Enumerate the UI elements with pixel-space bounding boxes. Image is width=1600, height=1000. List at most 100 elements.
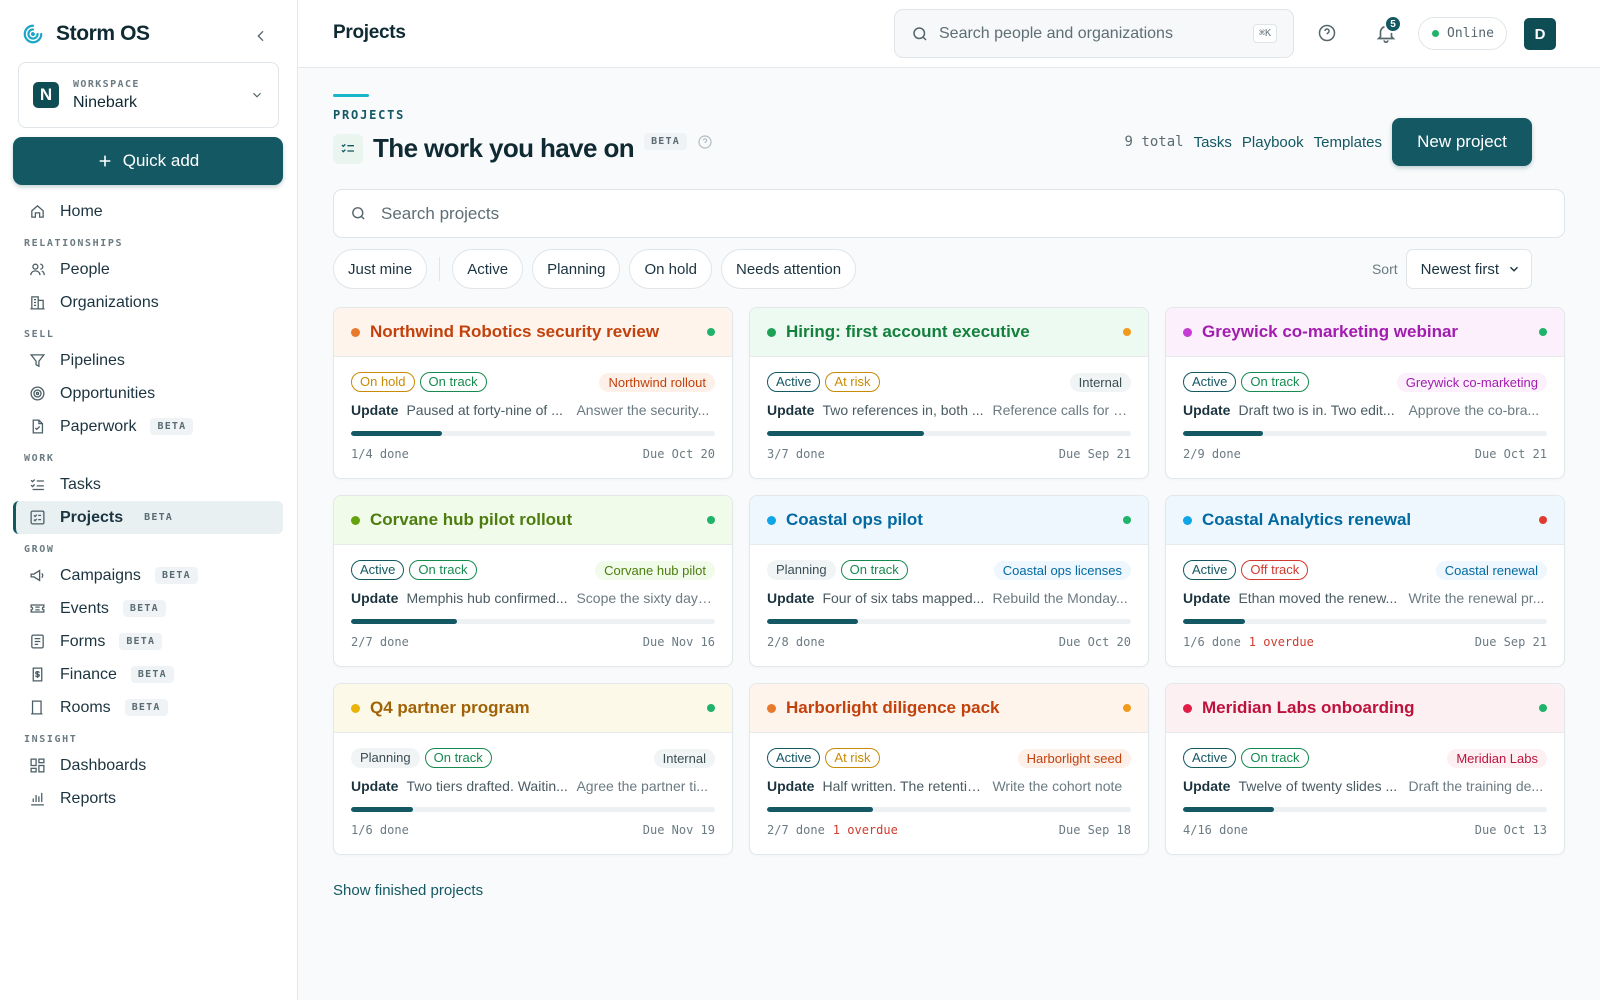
filter-needs-attention[interactable]: Needs attention — [721, 249, 857, 289]
storm-logo-icon — [22, 23, 44, 45]
project-card[interactable]: Hiring: first account executive Active A… — [749, 307, 1149, 479]
beta-badge: BETA — [644, 133, 687, 150]
quick-add-button[interactable]: Quick add — [13, 137, 283, 185]
project-card[interactable]: Coastal Analytics renewal Active Off tra… — [1165, 495, 1565, 667]
progress-fill — [1183, 431, 1264, 436]
next-step: Approve the co-bra... — [1408, 402, 1540, 418]
card-header: Corvane hub pilot rollout — [334, 496, 732, 545]
project-card[interactable]: Greywick co-marketing webinar Active On … — [1165, 307, 1565, 479]
project-card[interactable]: Northwind Robotics security review On ho… — [333, 307, 733, 479]
project-card[interactable]: Corvane hub pilot rollout Active On trac… — [333, 495, 733, 667]
sidebar-item-finance[interactable]: Finance BETA — [13, 658, 283, 691]
latest-update: Half written. The retentio... — [822, 778, 985, 794]
sidebar-item-tasks[interactable]: Tasks — [13, 468, 283, 501]
show-finished-link[interactable]: Show finished projects — [333, 882, 484, 899]
progress-fill — [767, 807, 873, 812]
filter-active[interactable]: Active — [452, 249, 524, 289]
project-title[interactable]: Coastal ops pilot — [786, 510, 923, 529]
sidebar-item-rooms[interactable]: Rooms BETA — [13, 691, 283, 724]
latest-update: Two references in, both ... — [822, 402, 984, 418]
app-name: Storm OS — [56, 22, 150, 45]
health-badge: On track — [424, 748, 492, 768]
project-title[interactable]: Greywick co-marketing webinar — [1202, 322, 1459, 341]
workspace-name: Ninebark — [73, 93, 138, 111]
project-tag[interactable]: Coastal renewal — [1435, 560, 1547, 580]
help-button[interactable] — [1317, 23, 1337, 43]
health-badge: On track — [1241, 372, 1309, 392]
sidebar-item-pipelines[interactable]: Pipelines — [13, 344, 283, 377]
collapse-sidebar-button[interactable] — [250, 25, 272, 47]
progress-fill — [767, 431, 924, 436]
sidebar-item-paperwork[interactable]: Paperwork BETA — [13, 410, 283, 443]
page-heading: The work you have on — [373, 133, 635, 163]
project-card[interactable]: Coastal ops pilot Planning On track Coas… — [749, 495, 1149, 667]
sidebar-item-reports[interactable]: Reports — [13, 782, 283, 815]
sidebar-item-home[interactable]: Home — [13, 195, 283, 228]
sidebar-item-label: Projects — [60, 508, 124, 526]
project-tag[interactable]: Harborlight seed — [1017, 748, 1131, 768]
project-tag[interactable]: Northwind rollout — [599, 372, 715, 392]
workspace-switcher[interactable]: N WORKSPACE Ninebark — [18, 62, 279, 128]
section-relationships: RELATIONSHIPS — [24, 238, 124, 249]
playbook-link[interactable]: Playbook — [1241, 133, 1304, 151]
progress-bar — [767, 619, 1131, 624]
sidebar-item-projects[interactable]: Projects BETA — [13, 501, 283, 534]
section-grow: GROW — [24, 544, 55, 555]
health-indicator-dot — [1123, 704, 1131, 712]
people-icon — [28, 261, 46, 279]
project-tag[interactable]: Internal — [653, 748, 715, 768]
project-title[interactable]: Northwind Robotics security review — [370, 322, 660, 341]
building-icon — [28, 294, 46, 312]
chevron-left-icon — [257, 30, 264, 42]
project-tag[interactable]: Internal — [1069, 372, 1131, 392]
health-indicator-dot — [1123, 516, 1131, 524]
filter-on-hold[interactable]: On hold — [629, 249, 712, 289]
beta-badge: BETA — [124, 699, 168, 716]
project-search-input[interactable]: Search projects — [333, 189, 1565, 238]
filter-planning[interactable]: Planning — [532, 249, 621, 289]
avatar[interactable]: D — [1524, 18, 1556, 50]
sidebar-item-people[interactable]: People — [13, 253, 283, 286]
project-title[interactable]: Hiring: first account executive — [786, 322, 1030, 341]
sidebar-nav: Home RELATIONSHIPS People Organizations … — [13, 195, 283, 815]
health-indicator-dot — [1539, 704, 1547, 712]
sidebar-item-opportunities[interactable]: Opportunities — [13, 377, 283, 410]
sidebar-item-campaigns[interactable]: Campaigns BETA — [13, 559, 283, 592]
project-color-dot — [1183, 515, 1192, 525]
status-badge: Active — [767, 372, 821, 392]
tasks-link[interactable]: Tasks — [1193, 133, 1232, 151]
global-search-input[interactable]: Search people and organizations ⌘K — [894, 9, 1294, 58]
sort-select[interactable]: Newest first — [1405, 249, 1532, 289]
accent-divider — [333, 94, 369, 97]
project-card[interactable]: Harborlight diligence pack Active At ris… — [749, 683, 1149, 855]
project-title[interactable]: Meridian Labs onboarding — [1202, 698, 1415, 717]
project-tag[interactable]: Coastal ops licenses — [993, 560, 1131, 580]
filter-just-mine[interactable]: Just mine — [333, 249, 428, 289]
project-title[interactable]: Corvane hub pilot rollout — [370, 510, 573, 529]
topbar: Projects Search people and organizations… — [298, 0, 1600, 68]
project-tag[interactable]: Greywick co-marketing — [1396, 372, 1547, 392]
project-title[interactable]: Q4 partner program — [370, 698, 530, 717]
project-tag[interactable]: Corvane hub pilot — [595, 560, 715, 580]
tasks-done-count: 2/7 done — [767, 823, 825, 837]
update-label: Update — [351, 590, 399, 606]
project-title[interactable]: Coastal Analytics renewal — [1202, 510, 1412, 529]
health-badge: At risk — [825, 748, 880, 768]
project-card[interactable]: Meridian Labs onboarding Active On track… — [1165, 683, 1565, 855]
sidebar-item-dashboards[interactable]: Dashboards — [13, 749, 283, 782]
info-icon[interactable] — [697, 134, 713, 150]
project-color-dot — [767, 327, 776, 337]
sidebar-item-organizations[interactable]: Organizations — [13, 286, 283, 319]
project-title[interactable]: Harborlight diligence pack — [786, 698, 1000, 717]
new-project-button[interactable]: New project — [1392, 118, 1532, 166]
project-tag[interactable]: Meridian Labs — [1447, 748, 1547, 768]
sidebar-item-label: Rooms — [60, 698, 111, 716]
update-label: Update — [351, 778, 399, 794]
templates-link[interactable]: Templates — [1313, 133, 1382, 151]
sidebar-item-events[interactable]: Events BETA — [13, 592, 283, 625]
project-card[interactable]: Q4 partner program Planning On track Int… — [333, 683, 733, 855]
brand[interactable]: Storm OS — [22, 22, 150, 46]
document-icon — [28, 418, 46, 436]
presence-status[interactable]: Online — [1418, 17, 1507, 50]
sidebar-item-forms[interactable]: Forms BETA — [13, 625, 283, 658]
